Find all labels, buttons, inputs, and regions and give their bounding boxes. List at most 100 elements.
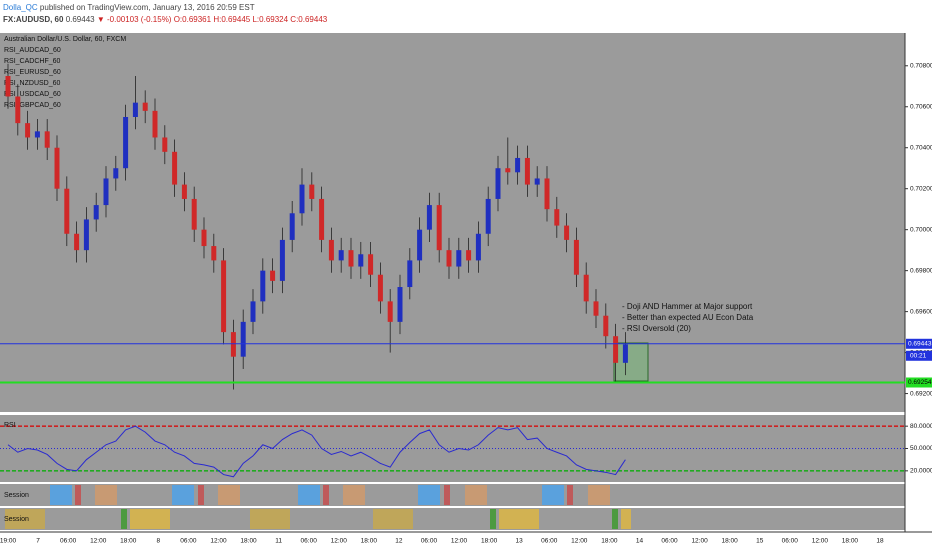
legend-entry: RSI_EURUSD_60	[4, 69, 61, 76]
legend-entry: RSI_GBPCAD_60	[4, 102, 61, 109]
candle-body	[505, 168, 511, 173]
pane-title: Session	[4, 492, 29, 499]
x-tick-label: 14	[636, 538, 644, 545]
candle-body	[436, 205, 442, 251]
support-line-label: 0.69254	[908, 379, 932, 386]
candle-body	[485, 198, 491, 234]
support-line-tag	[906, 377, 932, 388]
x-tick-label: 06:00	[541, 538, 558, 545]
y-tick-label: 80.0000	[910, 423, 932, 430]
candle-body	[221, 260, 227, 333]
x-tick-label: 06:00	[661, 538, 678, 545]
candle-body	[34, 131, 40, 138]
symbol: FX:AUDUSD, 60	[3, 15, 64, 24]
legend-entry: RSI_USDCAD_60	[4, 91, 61, 98]
candle-body	[201, 229, 207, 247]
candle-body	[93, 205, 99, 220]
candle-body	[407, 260, 413, 288]
candle-body	[554, 209, 560, 226]
x-tick-label: 12:00	[812, 538, 829, 545]
candle-body	[64, 188, 70, 234]
x-tick-label: 12:00	[90, 538, 107, 545]
x-tick-label: 12:00	[691, 538, 708, 545]
candle-body	[564, 225, 570, 240]
candle-body	[5, 76, 11, 97]
quote-line: FX:AUDUSD, 60 0.69443 ▼ -0.00103 (-0.15%…	[3, 14, 327, 26]
x-tick-label: 11	[275, 538, 282, 545]
y-tick-label: 0.70400	[910, 144, 932, 151]
published: published on TradingView.com, January 13…	[39, 3, 255, 12]
candle-body	[544, 178, 550, 210]
candle-body	[162, 137, 168, 152]
x-tick-label: 7	[36, 538, 40, 545]
candle-body	[44, 131, 50, 148]
y-tick-label: 50.0000	[910, 445, 932, 452]
y-tick-label: 0.70600	[910, 103, 932, 110]
price: 0.69443	[65, 15, 95, 24]
candle-body	[583, 274, 589, 302]
ohlc: C:0.69443	[290, 15, 328, 24]
legend-entry: RSI_NZDUSD_60	[4, 80, 61, 87]
candle-body	[15, 96, 21, 124]
ohlc: L:0.69324	[252, 15, 289, 24]
x-tick-label: 18:00	[481, 538, 498, 545]
author: Dolla_QC	[3, 3, 38, 12]
candle-body	[358, 254, 364, 267]
x-tick-label: 8	[157, 538, 161, 545]
candle-body	[240, 321, 246, 357]
x-tick-label: 18:00	[120, 538, 137, 545]
candle-body	[181, 184, 187, 199]
y-tick-label: 0.69800	[910, 267, 932, 274]
candle-body	[426, 205, 432, 230]
pane-title: Session	[4, 516, 29, 523]
x-tick-label: 12:00	[331, 538, 348, 545]
y-tick-label: 0.70800	[910, 62, 932, 69]
candle-body	[524, 157, 530, 185]
candle-body	[534, 178, 540, 185]
candle-body	[613, 336, 619, 363]
candle-body	[270, 270, 276, 281]
x-tick-label: 12:00	[571, 538, 588, 545]
candle-body	[446, 250, 452, 267]
x-tick-label: 19:00	[0, 538, 17, 545]
candle-body	[495, 168, 501, 199]
candle-body	[328, 239, 334, 261]
candle-body	[230, 332, 236, 357]
candle-body	[211, 246, 217, 261]
x-tick-label: 18:00	[240, 538, 257, 545]
x-tick-label: 18:00	[601, 538, 618, 545]
pub-line: Dolla_QC published on TradingView.com, J…	[3, 2, 327, 14]
candle-body	[299, 184, 305, 214]
candle-body	[83, 219, 89, 251]
x-tick-label: 12:00	[210, 538, 227, 545]
candle-body	[142, 102, 148, 111]
candle-body	[172, 151, 178, 185]
candle-body	[338, 250, 344, 261]
x-tick-label: 13	[516, 538, 524, 545]
x-tick-label: 06:00	[60, 538, 77, 545]
candle-body	[603, 315, 609, 337]
session-pane	[0, 508, 905, 530]
y-tick-label: 0.70200	[910, 185, 932, 192]
candle-body	[103, 178, 109, 206]
candle-body	[25, 123, 31, 138]
candle-body	[622, 344, 628, 363]
candle-body	[348, 250, 354, 267]
candle-body	[191, 198, 197, 230]
x-tick-label: 18:00	[361, 538, 378, 545]
price-line-tag	[906, 338, 932, 349]
candle-body	[309, 184, 315, 199]
candle-body	[74, 233, 80, 251]
annotation: - RSI Oversold (20)	[622, 324, 691, 333]
candle-body	[573, 239, 579, 275]
price-line-label: 0.69443	[908, 340, 932, 347]
x-tick-label: 12:00	[451, 538, 468, 545]
annotation: - Better than expected AU Econ Data	[622, 313, 754, 322]
x-tick-label: 06:00	[180, 538, 197, 545]
chart-title: Australian Dollar/U.S. Dollar, 60, FXCM	[4, 36, 126, 43]
candle-body	[387, 301, 393, 322]
main-pane	[0, 33, 905, 412]
candle-body	[279, 239, 285, 281]
candle-body	[368, 254, 374, 275]
